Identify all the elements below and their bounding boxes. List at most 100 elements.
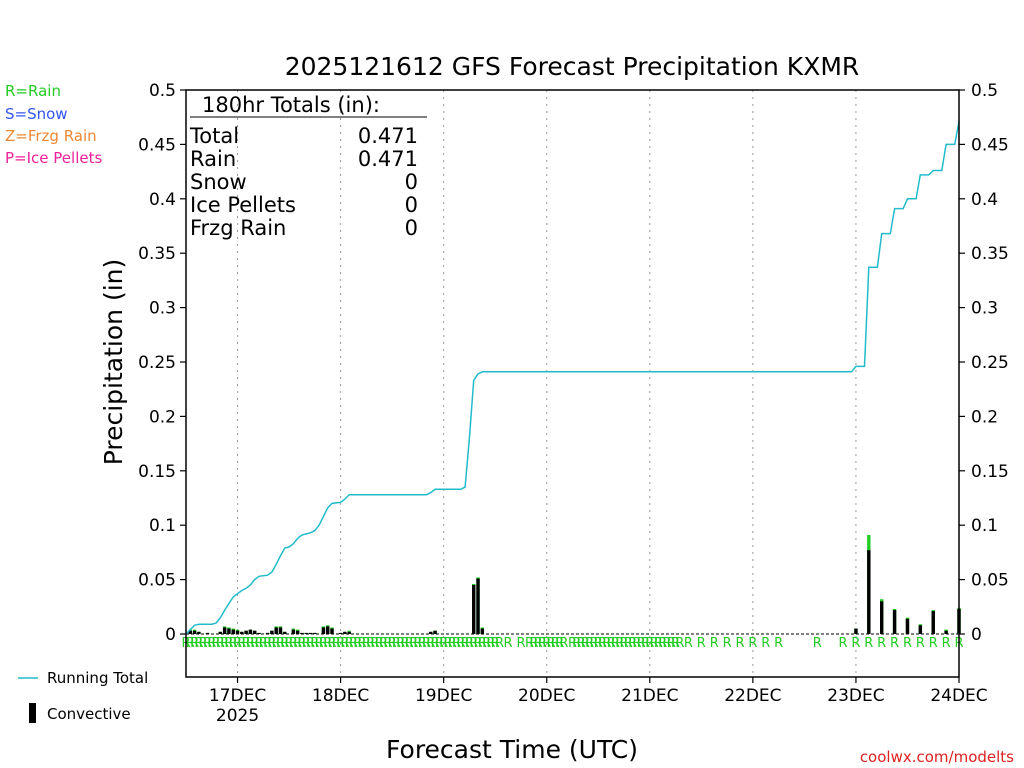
convective-bar	[867, 550, 871, 634]
precip-type-marker: R	[310, 636, 319, 651]
y-axis-label: Precipitation (in)	[99, 259, 128, 466]
precip-type-marker: R	[551, 636, 560, 651]
convective-bar	[880, 601, 884, 634]
convective-bar	[313, 632, 317, 634]
convective-bar	[270, 630, 274, 634]
precip-type-marker: R	[598, 636, 607, 651]
series-legend: Running Total Convective	[18, 669, 148, 723]
precip-type-markers: RRRRRRRRRRRRRRRRRRRRRRRRRRRRRRRRRRRRRRRR…	[181, 636, 963, 651]
convective-bar	[274, 627, 278, 634]
precip-type-marker: R	[203, 636, 212, 651]
precip-type-marker: R	[495, 636, 504, 651]
y-tick-label-left: 0.1	[149, 516, 176, 536]
precip-type-marker: R	[547, 636, 556, 651]
convective-bar	[308, 632, 313, 634]
precip-type-marker: R	[890, 636, 899, 651]
precip-type-marker: R	[452, 636, 461, 651]
x-tick-label: 18DEC	[312, 686, 369, 706]
x-tick-label: 20DEC	[518, 686, 575, 706]
precip-type-marker: R	[491, 636, 500, 651]
precip-type-marker: R	[607, 636, 616, 651]
y-tick-label-right: 0.3	[971, 299, 998, 319]
legend-convective-label: Convective	[47, 705, 131, 723]
precip-type-marker: R	[358, 636, 367, 651]
precip-type-marker: R	[194, 636, 203, 651]
precip-type-marker: R	[327, 636, 336, 651]
precip-type-marker: R	[735, 636, 744, 651]
precip-type-marker: R	[469, 636, 478, 651]
precip-type-marker: R	[250, 636, 259, 651]
convective-bar	[343, 631, 347, 634]
y-tick-label-right: 0	[971, 625, 982, 645]
precip-type-marker: R	[383, 636, 392, 651]
precip-type-marker: R	[538, 636, 547, 651]
precip-type-marker: R	[190, 636, 199, 651]
precip-type-marker: R	[813, 636, 822, 651]
totals-value-total: 0.471	[358, 124, 418, 148]
precip-type-marker: R	[332, 636, 341, 651]
precip-type-marker: R	[637, 636, 646, 651]
y-tick-label-right: 0.05	[971, 571, 1009, 591]
convective-bar	[188, 630, 192, 634]
precip-type-marker: R	[461, 636, 470, 651]
convective-bar	[244, 630, 248, 634]
convective-bar	[227, 628, 231, 634]
y-tick-label-left: 0	[165, 625, 176, 645]
precip-type-marker: R	[297, 636, 306, 651]
precip-type-legend: R=Rain S=Snow Z=Frzg Rain P=Ice Pellets	[5, 82, 102, 167]
y-ticks-left: 0 0.05 0.1 0.15 0.2 0.25 0.3 0.35 0.4 0.45 0.5	[138, 81, 186, 645]
x-axis-label: Forecast Time (UTC)	[386, 735, 638, 764]
convective-bar	[476, 578, 480, 634]
y-tick-label-left: 0.35	[138, 244, 176, 264]
precip-type-marker: R	[478, 636, 487, 651]
precip-type-marker: R	[409, 636, 418, 651]
precip-type-marker: R	[216, 636, 225, 651]
x-tick-sublabel: 2025	[216, 706, 259, 726]
convective-bar	[326, 626, 330, 634]
precip-type-marker: R	[289, 636, 298, 651]
precip-type-marker: R	[559, 636, 568, 651]
totals-label-total: Total	[189, 124, 239, 148]
convective-bar	[854, 628, 858, 634]
precip-type-marker: R	[199, 636, 208, 651]
convective-bar	[192, 630, 197, 634]
totals-header: 180hr Totals (in):	[202, 93, 380, 117]
legend-running-total-label: Running Total	[47, 669, 148, 687]
precip-type-marker: R	[602, 636, 611, 651]
precip-type-marker: R	[594, 636, 603, 651]
legend-ice-pellets-type: P=Ice Pellets	[5, 149, 102, 167]
precip-type-marker: R	[723, 636, 732, 651]
convective-bar	[892, 610, 897, 634]
precip-type-marker: R	[426, 636, 435, 651]
precip-type-marker: R	[697, 636, 706, 651]
precip-type-marker: R	[435, 636, 444, 651]
precip-type-marker: R	[448, 636, 457, 651]
precip-type-marker: R	[285, 636, 294, 651]
precip-type-marker: R	[293, 636, 302, 651]
convective-bar	[218, 631, 223, 634]
precip-type-marker: R	[473, 636, 482, 651]
precip-type-marker: R	[465, 636, 474, 651]
totals-box: 180hr Totals (in): Total 0.471 Rain 0.47…	[189, 93, 427, 240]
convective-bar	[295, 630, 300, 634]
precip-type-marker: R	[572, 636, 581, 651]
precip-type-marker: R	[615, 636, 624, 651]
convective-bar	[197, 631, 201, 634]
precip-type-marker: R	[233, 636, 242, 651]
y-tick-label-right: 0.25	[971, 353, 1009, 373]
precip-type-marker: R	[534, 636, 543, 651]
convective-bar	[257, 632, 261, 634]
precip-type-marker: R	[482, 636, 491, 651]
y-tick-label-left: 0.05	[138, 571, 176, 591]
precip-type-marker: R	[877, 636, 886, 651]
legend-rain-type: R=Rain	[5, 82, 61, 100]
convective-bar	[253, 630, 257, 634]
totals-label-ice-pellets: Ice Pellets	[190, 193, 296, 217]
x-tick-label: 21DEC	[621, 686, 678, 706]
plot-frame	[185, 89, 960, 678]
precip-type-marker: R	[392, 636, 401, 651]
precip-type-marker: R	[504, 636, 513, 651]
totals-value-ice-pellets: 0	[405, 193, 418, 217]
precip-type-marker: R	[353, 636, 362, 651]
totals-value-rain: 0.471	[358, 147, 418, 171]
